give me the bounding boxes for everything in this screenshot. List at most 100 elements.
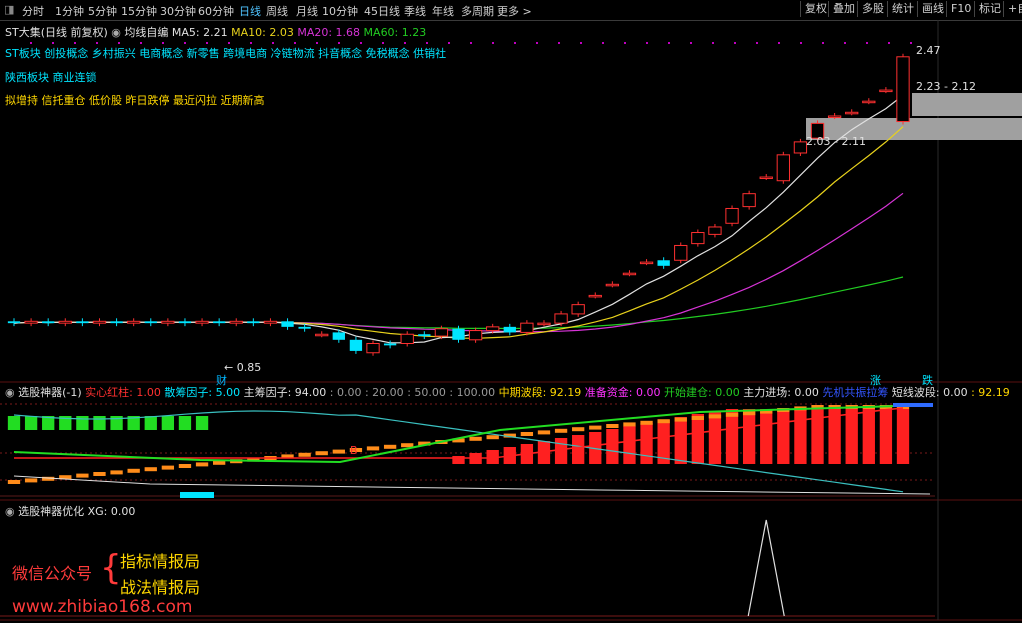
p1-orange-mark (59, 475, 72, 480)
tab-11[interactable]: 季线 (404, 5, 426, 18)
tab-13[interactable]: 多周期 (461, 5, 494, 18)
toolbar-button-7[interactable]: +自 (1003, 1, 1022, 17)
p1-red-bar (777, 409, 790, 464)
top-dot (162, 42, 164, 44)
candle-up (759, 176, 773, 180)
top-dot (866, 42, 868, 44)
panel2-xg: XG: 0.00 (87, 505, 136, 518)
p1-orange-mark (76, 473, 89, 478)
toolbar-button-3[interactable]: 统计 (887, 1, 918, 17)
p1-orange-mark (657, 419, 670, 424)
p2-xg-spike (747, 519, 785, 617)
tab-8[interactable]: 月线 (296, 5, 318, 18)
top-dot (822, 42, 824, 44)
candle-down (349, 339, 363, 351)
main-header: ST大集(日线 前复权) ◉ 均线自编 MA5: 2.21 MA10: 2.03… (5, 24, 426, 40)
p1-green-bar (127, 416, 140, 430)
toolbar-button-0[interactable]: 复权 (800, 1, 831, 17)
panel2-title[interactable]: 选股神器优化 (18, 505, 85, 518)
p1-green-bar (195, 416, 209, 430)
tab-3[interactable]: 15分钟 (121, 5, 157, 18)
ma-settings-icon[interactable]: ◉ (111, 26, 121, 39)
candle-down (332, 332, 345, 340)
zhang-marker: 涨 (870, 374, 881, 387)
candle-up (571, 304, 585, 315)
top-dot (888, 42, 890, 44)
p1-orange-mark (7, 480, 21, 484)
candle-up (742, 193, 756, 208)
candle-up (896, 56, 910, 123)
tab-4[interactable]: 30分钟 (160, 5, 196, 18)
top-dot (514, 42, 516, 44)
ma-label[interactable]: 均线自编 (124, 26, 169, 39)
candle-up (400, 333, 414, 345)
p1-orange-mark (606, 424, 619, 428)
tab-7[interactable]: 周线 (266, 5, 288, 18)
top-dot (558, 42, 560, 44)
p1-orange-mark (93, 472, 106, 476)
p1-green-bar (93, 416, 106, 430)
stock-title: ST大集(日线 前复权) (5, 26, 108, 39)
panel1-item-13: : 92.19 (971, 386, 1010, 399)
candle-up (639, 261, 654, 265)
p1-orange-mark (110, 470, 123, 475)
tab-12[interactable]: 年线 (432, 5, 454, 18)
tab-14[interactable]: 更多 > (497, 5, 532, 18)
tab-10[interactable]: 45日线 (364, 5, 400, 18)
p1-orange-mark (486, 435, 499, 440)
p1-red-bar (452, 456, 465, 464)
panel1-item-12: 短线波段: 0.00 (891, 386, 972, 399)
top-dot (74, 42, 76, 44)
p1-orange-mark (366, 446, 380, 451)
candle-up (674, 244, 688, 261)
p1-orange-mark (298, 452, 311, 457)
tab-2[interactable]: 5分钟 (88, 5, 117, 18)
tab-6[interactable]: 日线 (239, 5, 261, 18)
toolbar-button-1[interactable]: 叠加 (828, 1, 859, 17)
panel1-item-1: 散筹因子: 5.00 (164, 386, 244, 399)
tab-5[interactable]: 60分钟 (198, 5, 234, 18)
top-dot (580, 42, 582, 44)
toolbar-button-2[interactable]: 多股 (857, 1, 888, 17)
p1-green-bar (76, 416, 89, 430)
top-dot (338, 42, 340, 44)
toolbar-button-5[interactable]: F10 (946, 1, 975, 17)
p1-red-bar (486, 450, 499, 464)
p1-red-bar (725, 409, 739, 464)
top-dot (536, 42, 538, 44)
panel1-header: ◉ 选股神器(-1) 实心红柱: 1.00 散筹因子: 5.00 主筹因子: 9… (5, 384, 1010, 400)
toolbar-button-4[interactable]: 画线 (917, 1, 948, 17)
candle-up (622, 272, 637, 276)
top-dot (712, 42, 714, 44)
p1-green-bar (144, 416, 157, 430)
p1-red-bar (708, 411, 722, 464)
tab-1[interactable]: 1分钟 (55, 5, 84, 18)
panel1-item-7: 中期波段: 92.19 (498, 386, 585, 399)
top-dot (778, 42, 780, 44)
panel2-settings-icon[interactable]: ◉ (5, 505, 15, 518)
panel1-title[interactable]: 选股神器(-1) (18, 386, 82, 399)
candle-up (366, 343, 380, 354)
tab-0[interactable]: 分时 (22, 5, 44, 18)
top-dot (646, 42, 648, 44)
watermark-url: www.zhibiao168.com (12, 597, 193, 617)
panel1-settings-icon[interactable]: ◉ (5, 386, 15, 399)
resistance-zone-lower (806, 118, 1022, 140)
top-dot (140, 42, 142, 44)
toolbar-button-6[interactable]: 标记 (974, 1, 1005, 17)
panel1-item-10: 主力进场: 0.00 (743, 386, 823, 399)
top-dot (734, 42, 736, 44)
panel1-item-4: : 20.00 (364, 386, 408, 399)
resistance-zone-upper (912, 93, 1022, 116)
p1-red-bar (572, 435, 585, 464)
p1-orange-mark (623, 422, 636, 427)
top-dot (756, 42, 758, 44)
p1-red-bar (674, 417, 687, 464)
panel-toggle-icon[interactable]: ◨ (4, 3, 15, 16)
tab-9[interactable]: 10分钟 (322, 5, 358, 18)
p1-orange-mark (161, 465, 175, 470)
top-dot (184, 42, 186, 44)
candle-up (24, 320, 38, 324)
candle-down (144, 321, 157, 324)
candle-down (212, 321, 226, 324)
